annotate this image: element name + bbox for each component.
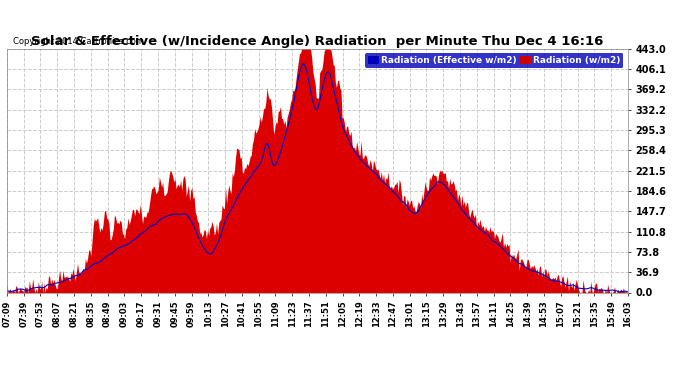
Legend: Radiation (Effective w/m2), Radiation (w/m2): Radiation (Effective w/m2), Radiation (w… bbox=[365, 53, 623, 68]
Text: Copyright 2014 Cartronics.com: Copyright 2014 Cartronics.com bbox=[13, 38, 144, 46]
Title: Solar & Effective (w/Incidence Angle) Radiation  per Minute Thu Dec 4 16:16: Solar & Effective (w/Incidence Angle) Ra… bbox=[31, 34, 604, 48]
